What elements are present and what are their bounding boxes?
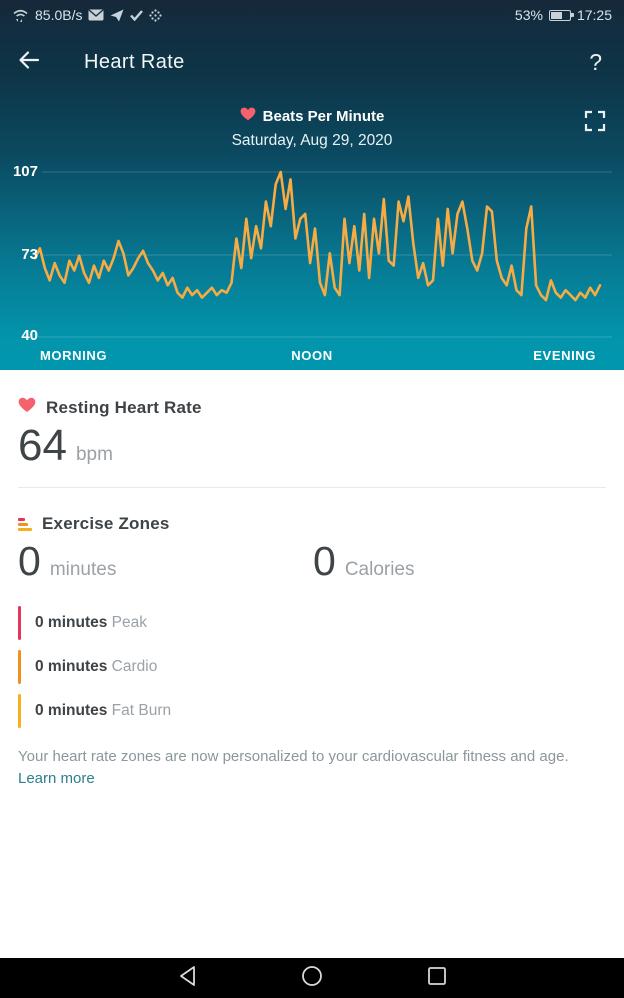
check-icon [130, 9, 144, 21]
exercise-zones-header: Exercise Zones [18, 514, 606, 534]
vpn-dots-icon [149, 8, 163, 22]
zone-fat-burn-name: Fat Burn [111, 702, 172, 720]
zones-calories-summary: 0 Calories [313, 539, 415, 584]
x-label-morning: MORNING [40, 348, 108, 363]
section-divider [18, 487, 606, 489]
status-left-group: 85.0B/s [12, 7, 163, 23]
zone-cardio-bar [18, 650, 21, 685]
zones-minutes-summary: 0 minutes [18, 539, 313, 584]
heart-icon [18, 397, 36, 418]
help-button[interactable]: ? [589, 48, 602, 75]
resting-heart-rate-value: 64 bpm [18, 421, 606, 470]
exercise-zones-icon [18, 517, 32, 531]
zones-summary: 0 minutes 0 Calories [18, 539, 606, 584]
zone-fat-burn-value: 0 minutes [35, 702, 108, 720]
status-bar: 85.0B/s [0, 0, 624, 30]
nav-recents-button[interactable] [425, 966, 449, 990]
chart-date: Saturday, Aug 29, 2020 [231, 132, 393, 149]
zones-minutes-label: minutes [49, 559, 117, 581]
learn-more-link[interactable]: Learn more [18, 770, 95, 788]
android-nav-bar [0, 958, 624, 998]
zone-rows: 0 minutes Peak 0 minutes Cardio 0 minute… [18, 601, 606, 733]
top-gradient-block: 85.0B/s [0, 0, 624, 370]
y-tick-73: 73 [21, 246, 38, 263]
main-content: Resting Heart Rate 64 bpm Exercise Zones… [0, 370, 624, 790]
zone-peak-bar [18, 606, 21, 641]
zones-calories-value: 0 [313, 538, 336, 585]
x-label-noon: NOON [291, 348, 333, 363]
resting-bpm-unit: bpm [75, 444, 113, 465]
resting-heart-rate-title: Resting Heart Rate [46, 397, 202, 417]
x-label-evening: EVENING [533, 348, 596, 363]
mail-icon [88, 9, 104, 21]
fullscreen-button[interactable] [584, 110, 606, 132]
clock-text: 17:25 [576, 7, 612, 23]
chart-plot-svg [33, 170, 612, 338]
heart-rate-chart[interactable]: Beats Per Minute Saturday, Aug 29, 2020 … [0, 95, 624, 370]
network-speed-text: 85.0B/s [35, 7, 83, 23]
nav-home-button[interactable] [300, 965, 324, 992]
heart-icon [240, 107, 256, 125]
zone-row-fat-burn: 0 minutes Fat Burn [18, 689, 606, 733]
status-right-group: 53% 17:25 [515, 7, 612, 23]
nav-home-icon [301, 965, 323, 992]
zones-minutes-value: 0 [18, 538, 41, 585]
chart-legend: Beats Per Minute [0, 107, 624, 125]
battery-icon [548, 9, 574, 21]
resting-heart-rate-header: Resting Heart Rate [18, 397, 606, 418]
back-arrow-icon [17, 48, 41, 77]
fullscreen-icon [584, 110, 606, 136]
battery-percent-text: 53% [514, 7, 543, 23]
y-tick-40: 40 [21, 327, 38, 344]
nav-back-icon [177, 965, 197, 992]
y-tick-107: 107 [12, 163, 38, 180]
nav-recents-icon [427, 966, 447, 991]
telegram-icon [110, 9, 124, 22]
zone-cardio-value: 0 minutes [35, 658, 108, 676]
back-button[interactable] [0, 38, 58, 86]
app-bar: Heart Rate ? [0, 30, 624, 94]
zone-peak-value: 0 minutes [35, 614, 108, 632]
zone-row-peak: 0 minutes Peak [18, 601, 606, 645]
zones-footnote: Your heart rate zones are now personaliz… [18, 748, 569, 788]
resting-bpm-number: 64 [18, 421, 67, 470]
wifi-speed-icon [12, 8, 29, 23]
zone-fat-burn-bar [18, 694, 21, 729]
nav-back-button[interactable] [175, 965, 199, 992]
zone-cardio-name: Cardio [111, 658, 158, 676]
zone-peak-name: Peak [111, 614, 148, 632]
chart-legend-label: Beats Per Minute [262, 107, 385, 125]
page-title: Heart Rate [84, 50, 185, 73]
exercise-zones-title: Exercise Zones [42, 514, 170, 534]
zones-calories-label: Calories [344, 559, 415, 581]
zone-row-cardio: 0 minutes Cardio [18, 645, 606, 689]
